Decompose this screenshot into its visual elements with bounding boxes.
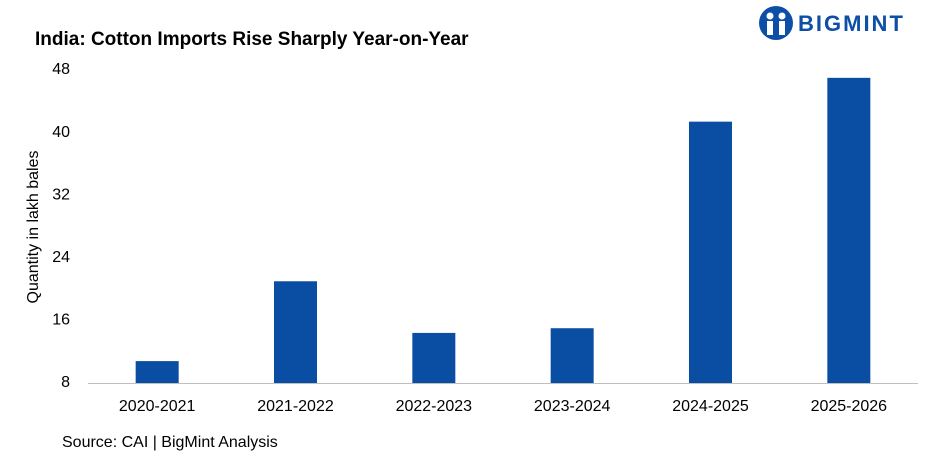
bar (135, 361, 179, 383)
brand: BIGMINT (798, 11, 905, 36)
x-tick-label: 2022-2023 (396, 398, 473, 415)
logo-icon (778, 12, 786, 20)
logo-icon (767, 21, 773, 35)
x-tick-label: 2020-2021 (119, 398, 196, 415)
y-tick-label: 24 (52, 249, 70, 266)
y-tick-label: 8 (61, 374, 70, 391)
y-tick-label: 32 (52, 186, 70, 203)
y-axis-label: Quantity in lakh bales (25, 151, 42, 304)
y-tick-label: 48 (52, 61, 70, 78)
bar (274, 281, 317, 383)
x-tick-label: 2025-2026 (811, 398, 888, 415)
source: Source: CAI | BigMint Analysis (62, 434, 278, 451)
bar (827, 77, 871, 383)
logo-icon (766, 12, 774, 20)
logo-icon (779, 21, 785, 35)
chart-title: India: Cotton Imports Rise Sharply Year-… (35, 29, 469, 50)
x-tick-label: 2023-2024 (534, 398, 611, 415)
y-tick-label: 40 (52, 124, 70, 141)
x-tick-label: 2024-2025 (672, 398, 749, 415)
bar (689, 121, 732, 384)
logo: BIGMINT (759, 6, 905, 40)
bar (412, 332, 456, 383)
bar (550, 328, 594, 383)
logo-icon (759, 6, 793, 40)
y-tick-label: 16 (52, 312, 70, 329)
x-tick-label: 2021-2022 (257, 398, 334, 415)
